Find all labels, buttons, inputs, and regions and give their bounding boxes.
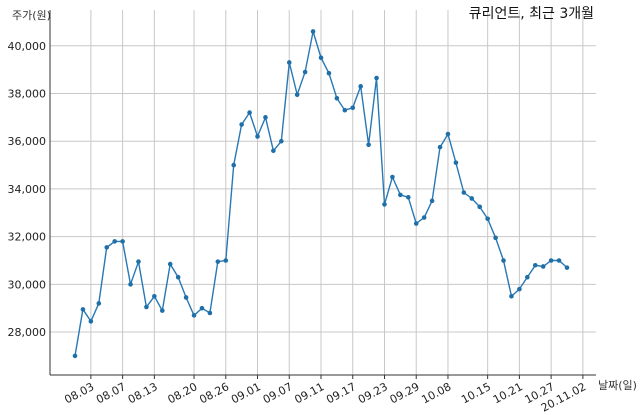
- y-tick-label: 40,000: [8, 40, 47, 53]
- data-point: [477, 204, 483, 210]
- data-point: [374, 75, 379, 81]
- data-point: [429, 198, 435, 204]
- data-point: [469, 196, 475, 201]
- data-point: [342, 107, 348, 113]
- y-tick-label: 36,000: [8, 135, 47, 148]
- data-point: [120, 239, 125, 244]
- data-point: [421, 215, 427, 220]
- x-tick-label: 10.21: [491, 380, 525, 406]
- data-point: [405, 194, 411, 200]
- data-point: [461, 190, 467, 195]
- data-point: [350, 105, 356, 111]
- data-point: [223, 258, 229, 263]
- data-point: [445, 131, 451, 137]
- data-point: [199, 305, 205, 311]
- data-point: [191, 313, 197, 318]
- data-point: [96, 301, 102, 306]
- y-tick-label: 28,000: [8, 326, 47, 339]
- price-series: [72, 29, 570, 359]
- data-point: [382, 202, 387, 207]
- x-tick-label: 08.03: [62, 380, 96, 406]
- y-tick-label: 30,000: [8, 278, 47, 291]
- axes: [49, 10, 596, 379]
- data-point: [263, 115, 268, 120]
- data-point: [517, 286, 522, 292]
- y-tick-label: 32,000: [8, 231, 47, 244]
- data-point: [88, 319, 94, 324]
- data-point: [294, 92, 300, 97]
- x-tick-label: 10.15: [459, 380, 493, 406]
- data-point: [326, 70, 332, 76]
- data-point: [247, 110, 252, 115]
- data-point: [564, 265, 570, 270]
- data-point: [279, 138, 284, 144]
- data-point: [286, 60, 292, 65]
- x-tick-label: 09.23: [356, 380, 390, 406]
- data-point: [437, 144, 443, 150]
- data-point: [334, 95, 340, 101]
- x-tick-label: 08.13: [126, 380, 160, 406]
- data-point: [485, 216, 490, 222]
- data-point: [239, 122, 244, 127]
- y-tick-labels: 28,000 30,000 32,000 34,000 36,000 38,000 40,0…: [8, 40, 47, 339]
- y-tick-label: 34,000: [8, 183, 47, 196]
- data-point: [231, 162, 237, 168]
- data-point: [413, 221, 419, 226]
- data-point: [453, 160, 459, 165]
- data-point: [540, 264, 546, 269]
- data-point: [318, 55, 324, 61]
- x-tick-label: 09.17: [324, 380, 358, 406]
- data-point: [183, 295, 189, 300]
- x-tick-label: 09.07: [261, 380, 295, 406]
- x-tick-label: 09.01: [229, 380, 263, 406]
- data-point: [358, 84, 363, 89]
- data-point: [136, 259, 141, 264]
- data-point: [493, 235, 498, 241]
- data-point: [366, 142, 371, 148]
- data-point: [215, 259, 221, 264]
- x-tick-label: 09.11: [292, 380, 326, 406]
- x-axis-label: 날짜(일): [598, 378, 637, 392]
- data-point: [501, 258, 506, 263]
- data-point: [144, 304, 149, 310]
- data-point: [80, 307, 86, 312]
- grid-lines: [50, 10, 596, 375]
- data-point: [207, 310, 213, 316]
- data-point: [104, 245, 110, 250]
- data-point: [271, 148, 276, 154]
- data-point: [167, 261, 173, 267]
- data-point: [525, 274, 530, 280]
- data-point: [255, 134, 260, 139]
- data-point: [556, 258, 562, 263]
- data-point: [390, 174, 395, 180]
- data-point: [398, 192, 403, 198]
- data-point: [159, 308, 165, 313]
- data-point: [112, 239, 117, 244]
- data-point: [72, 353, 78, 359]
- x-tick-label: 08.26: [197, 380, 231, 406]
- x-tick-label: 09.29: [388, 380, 422, 406]
- data-point: [548, 258, 554, 263]
- data-point: [175, 274, 181, 280]
- x-tick-label: 08.20: [166, 380, 200, 406]
- data-point: [302, 69, 308, 75]
- data-point: [128, 282, 133, 287]
- x-tick-label: 08.07: [94, 380, 128, 406]
- chart-title: 큐리언트, 최근 3개월: [469, 6, 594, 22]
- data-point: [509, 293, 514, 299]
- data-point: [532, 262, 538, 268]
- x-tick-label: 10.08: [419, 380, 453, 406]
- data-point: [152, 293, 157, 299]
- y-tick-label: 38,000: [8, 87, 47, 100]
- data-point: [310, 29, 316, 34]
- y-axis-label: 주가(원): [12, 9, 51, 22]
